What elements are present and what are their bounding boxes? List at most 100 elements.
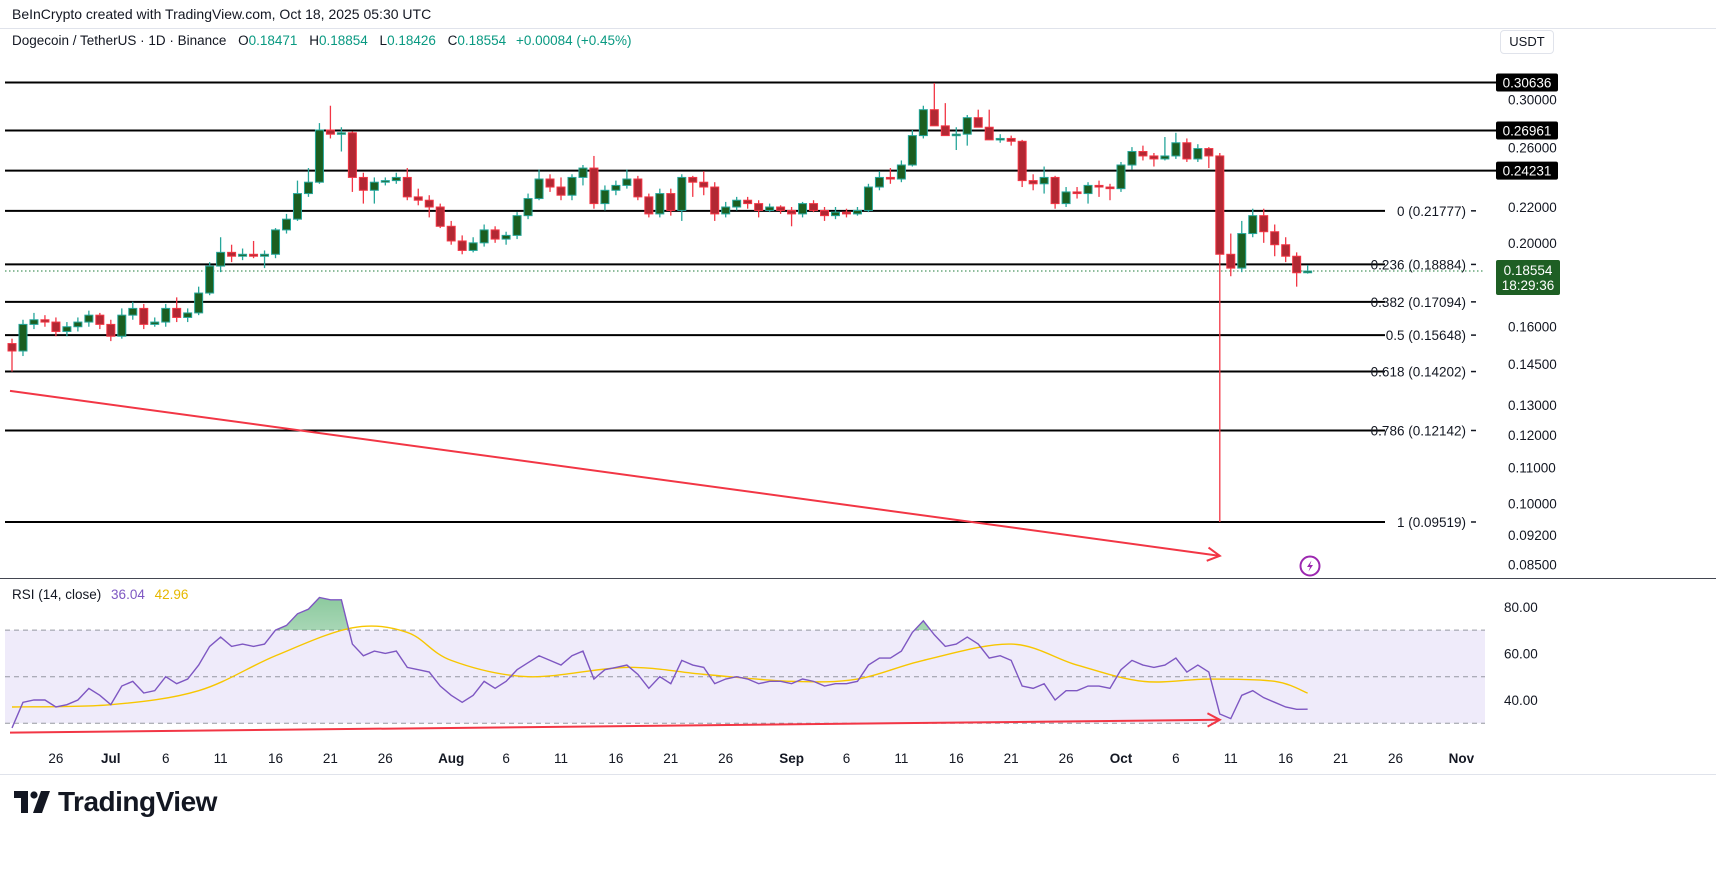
candle-body [995, 137, 1005, 141]
candle-body [117, 314, 127, 337]
time-axis-tick: Sep [779, 751, 804, 766]
lightning-icon[interactable] [1299, 555, 1321, 577]
tradingview-logo[interactable]: TradingView [14, 786, 217, 818]
high-value: 0.18854 [318, 33, 368, 48]
price-axis-tick: 0.30000 [1508, 92, 1557, 107]
candle-body [1050, 176, 1060, 205]
candle-body [940, 125, 950, 137]
candle-body [314, 129, 324, 183]
candle-body [194, 292, 204, 314]
candle-body [677, 176, 687, 211]
candle-body [1215, 155, 1225, 255]
candle-body [589, 167, 599, 205]
candle-body [798, 203, 808, 215]
chart-credit: BeInCrypto created with TradingView.com,… [12, 6, 432, 22]
candle-body [962, 117, 972, 135]
candle-body [457, 240, 467, 251]
candle-body [644, 196, 654, 215]
price-axis-tick: 0.10000 [1508, 496, 1557, 511]
candle-body [776, 206, 786, 211]
candle-body [402, 176, 412, 198]
candle-body [1072, 191, 1082, 195]
price-axis-tick: 0.13000 [1508, 398, 1557, 413]
change-value: +0.00084 (+0.45%) [515, 33, 632, 48]
candle-body [1039, 176, 1049, 185]
candle-body [1182, 142, 1192, 160]
time-axis-tick: 6 [1172, 751, 1180, 766]
price-level-badge-label: 0.30636 [1503, 75, 1552, 90]
candle-body [611, 184, 621, 191]
candle-body [260, 253, 270, 257]
candle-body [984, 126, 994, 141]
candle-body [831, 211, 840, 217]
rsi-value: 36.04 [111, 587, 145, 602]
candle-body [490, 229, 500, 240]
candle-body [732, 199, 742, 208]
price-axis-tick: 0.09200 [1508, 528, 1557, 543]
last-price-label: 0.18554 [1504, 263, 1553, 278]
time-axis-tick: 16 [1278, 751, 1293, 766]
time-axis-tick: 11 [894, 751, 908, 766]
rsi-ma-value: 42.96 [154, 587, 189, 602]
fib-level-label: 0.236 (0.18884) [1371, 257, 1466, 272]
price-axis-tick: 0.26000 [1508, 141, 1557, 156]
candle-body [271, 229, 281, 255]
rsi-axis-tick: 60.00 [1504, 646, 1538, 661]
tradingview-logo-icon [14, 791, 50, 813]
high-label: H [309, 33, 319, 48]
time-axis-tick: 26 [718, 751, 733, 766]
candle-body [1127, 150, 1137, 166]
currency-button[interactable]: USDT [1500, 30, 1554, 54]
candle-body [699, 181, 709, 188]
rsi-title[interactable]: RSI (14, close) [12, 587, 102, 602]
candle-body [62, 326, 72, 332]
time-axis-tick: 26 [378, 751, 393, 766]
open-value: 0.18471 [248, 33, 298, 48]
candle-body [347, 132, 357, 178]
candle-body [446, 225, 456, 242]
candle-body [292, 193, 302, 220]
candle-body [567, 176, 577, 196]
candle-body [633, 178, 643, 198]
price-axis-tick: 0.22000 [1508, 200, 1557, 215]
candle-body [128, 307, 138, 316]
candle-body [1028, 180, 1038, 185]
candle-body [172, 307, 182, 318]
candle-body [1149, 155, 1159, 160]
time-axis-tick: 26 [48, 751, 63, 766]
brand-name: TradingView [58, 786, 217, 817]
time-axis-tick: 6 [162, 751, 170, 766]
candle-body [743, 199, 753, 205]
time-axis-tick: 16 [268, 751, 283, 766]
candle-body [1017, 140, 1027, 182]
candle-body [918, 109, 928, 137]
low-value: 0.18426 [387, 33, 436, 48]
price-axis-tick: 0.08500 [1508, 558, 1557, 573]
candle-body [1094, 184, 1104, 188]
candle-body [501, 234, 511, 240]
price-level-badge-label: 0.24231 [1503, 164, 1552, 179]
candle-body [1160, 155, 1170, 160]
rsi-ma-line [11, 625, 1308, 708]
candle-body [1138, 150, 1148, 157]
candle-body [150, 321, 160, 325]
fib-level-label: 0.618 (0.14202) [1371, 365, 1466, 380]
candle-body [885, 176, 895, 180]
candle-body [380, 180, 390, 183]
rsi-axis-tick: 40.00 [1504, 693, 1538, 708]
price-axis-tick: 0.12000 [1508, 428, 1557, 443]
symbol-title[interactable]: Dogecoin / TetherUS · 1D · Binance [12, 33, 227, 48]
candle-body [820, 209, 830, 217]
candle-body [1171, 142, 1181, 157]
candle-body [249, 253, 259, 257]
low-label: L [379, 33, 388, 48]
candle-body [523, 198, 533, 217]
candle-body [907, 135, 917, 166]
candle-body [95, 314, 105, 325]
candle-body [787, 209, 797, 215]
candle-body [183, 312, 193, 318]
candle-body [282, 218, 291, 231]
candle-body [51, 321, 61, 332]
price-level-badge [1496, 161, 1558, 180]
